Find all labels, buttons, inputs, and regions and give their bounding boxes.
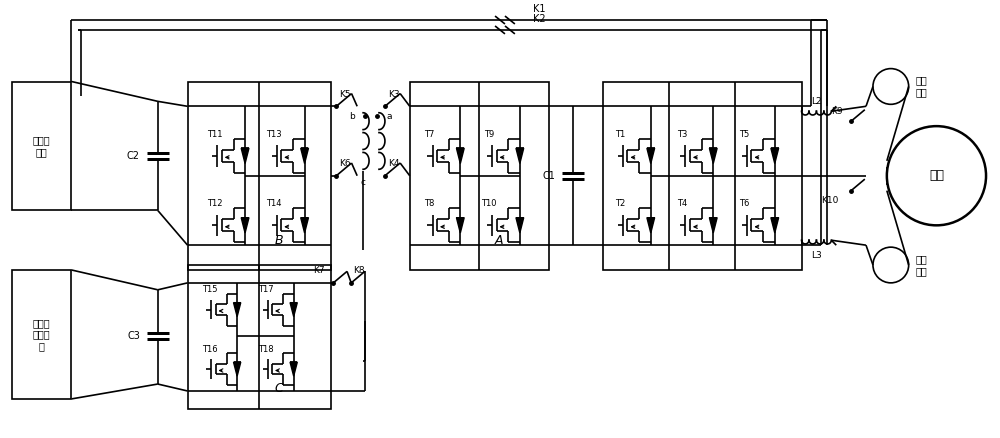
Text: T11: T11 bbox=[207, 130, 222, 138]
Text: L2: L2 bbox=[811, 97, 822, 106]
Text: 动力电
池组: 动力电 池组 bbox=[33, 135, 51, 157]
Text: L3: L3 bbox=[811, 251, 822, 260]
Polygon shape bbox=[290, 362, 297, 376]
Polygon shape bbox=[301, 218, 308, 233]
Text: C: C bbox=[274, 382, 283, 396]
Text: 电机: 电机 bbox=[929, 169, 944, 182]
Polygon shape bbox=[290, 303, 297, 317]
Text: T5: T5 bbox=[739, 130, 749, 138]
Bar bbox=[188, 81, 331, 270]
Polygon shape bbox=[241, 148, 249, 163]
Bar bbox=[188, 265, 331, 409]
Polygon shape bbox=[516, 148, 524, 163]
Text: T13: T13 bbox=[266, 130, 282, 138]
Bar bbox=[410, 81, 549, 270]
Bar bbox=[12, 81, 71, 210]
Text: T14: T14 bbox=[266, 199, 282, 208]
Text: T2: T2 bbox=[615, 199, 625, 208]
Text: T4: T4 bbox=[677, 199, 688, 208]
Polygon shape bbox=[647, 148, 655, 163]
Text: T17: T17 bbox=[258, 285, 274, 294]
Bar bbox=[603, 81, 802, 270]
Text: T10: T10 bbox=[481, 199, 497, 208]
Polygon shape bbox=[241, 218, 249, 233]
Text: T18: T18 bbox=[258, 345, 274, 354]
Text: K3: K3 bbox=[388, 90, 400, 99]
Text: a: a bbox=[387, 112, 392, 121]
Text: T7: T7 bbox=[424, 130, 435, 138]
Text: T8: T8 bbox=[424, 199, 435, 208]
Polygon shape bbox=[771, 218, 779, 233]
Polygon shape bbox=[516, 218, 524, 233]
Text: T15: T15 bbox=[202, 285, 217, 294]
Bar bbox=[12, 270, 71, 399]
Text: K4: K4 bbox=[388, 159, 399, 168]
Text: T16: T16 bbox=[202, 345, 217, 354]
Text: c: c bbox=[361, 178, 366, 187]
Text: K6: K6 bbox=[339, 159, 351, 168]
Polygon shape bbox=[709, 218, 717, 233]
Polygon shape bbox=[456, 218, 464, 233]
Text: K2: K2 bbox=[533, 14, 546, 24]
Text: T6: T6 bbox=[739, 199, 749, 208]
Text: K10: K10 bbox=[821, 196, 839, 205]
Polygon shape bbox=[709, 148, 717, 163]
Text: T9: T9 bbox=[484, 130, 494, 138]
Text: A: A bbox=[495, 234, 503, 247]
Text: C3: C3 bbox=[127, 332, 140, 342]
Text: 输出
接口: 输出 接口 bbox=[916, 254, 927, 276]
Text: C1: C1 bbox=[543, 171, 556, 181]
Text: T3: T3 bbox=[677, 130, 688, 138]
Text: K5: K5 bbox=[339, 90, 351, 99]
Polygon shape bbox=[234, 362, 241, 376]
Text: 充电
接口: 充电 接口 bbox=[916, 76, 927, 97]
Text: T12: T12 bbox=[207, 199, 222, 208]
Polygon shape bbox=[456, 148, 464, 163]
Text: K1: K1 bbox=[533, 4, 546, 14]
Text: 车载低
压蓄电
池: 车载低 压蓄电 池 bbox=[33, 318, 51, 351]
Text: B: B bbox=[274, 234, 283, 247]
Polygon shape bbox=[234, 303, 241, 317]
Text: b: b bbox=[349, 112, 355, 121]
Polygon shape bbox=[647, 218, 655, 233]
Text: C2: C2 bbox=[127, 151, 140, 161]
Text: K7: K7 bbox=[314, 266, 325, 276]
Text: T1: T1 bbox=[615, 130, 625, 138]
Polygon shape bbox=[771, 148, 779, 163]
Text: K8: K8 bbox=[353, 266, 365, 276]
Text: K9: K9 bbox=[831, 107, 843, 116]
Polygon shape bbox=[301, 148, 308, 163]
